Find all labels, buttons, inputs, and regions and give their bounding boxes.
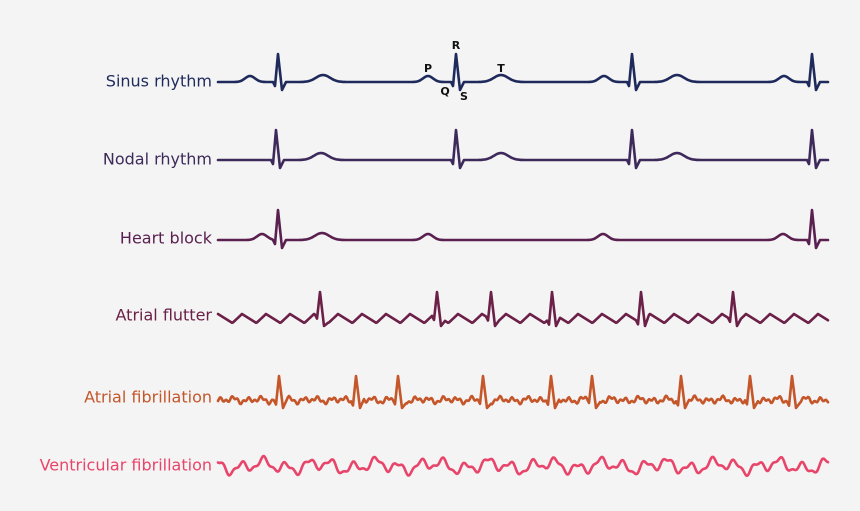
rhythm-label: Heart block [120, 229, 213, 248]
ecg-trace [216, 208, 830, 250]
rhythm-label: Nodal rhythm [103, 150, 212, 169]
ecg-trace [216, 52, 830, 92]
rhythm-label: Ventricular fibrillation [40, 456, 212, 475]
wave-label: R [452, 39, 461, 52]
wave-label: Q [440, 85, 449, 98]
wave-label: P [424, 62, 432, 75]
rhythm-label: Sinus rhythm [106, 72, 212, 91]
ecg-trace [216, 454, 830, 478]
ecg-trace [216, 290, 830, 328]
wave-label: T [497, 62, 505, 75]
wave-label: S [460, 90, 468, 103]
rhythm-label: Atrial flutter [116, 306, 213, 325]
rhythm-label: Atrial fibrillation [84, 388, 212, 407]
ecg-trace [216, 374, 830, 410]
ecg-trace [216, 128, 830, 170]
